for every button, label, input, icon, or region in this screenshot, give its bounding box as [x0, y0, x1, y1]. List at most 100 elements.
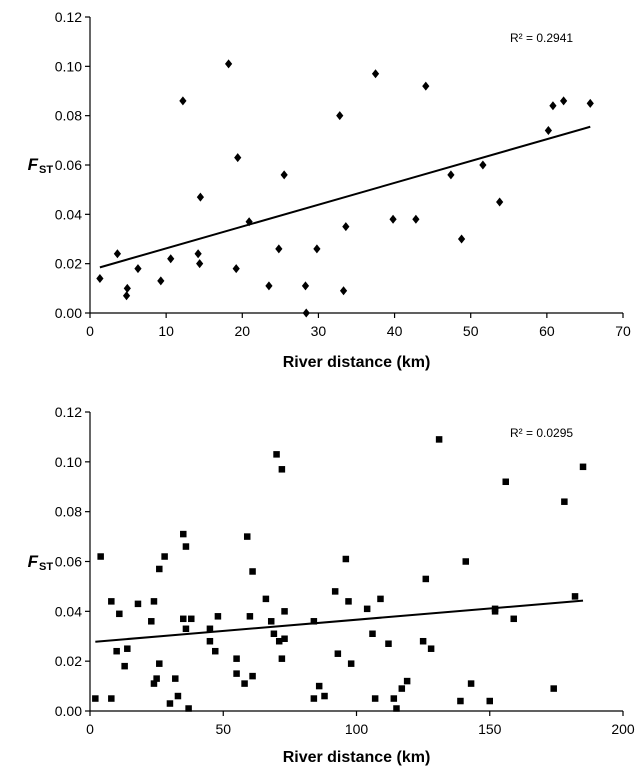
data-point	[273, 451, 280, 458]
data-point	[182, 543, 190, 550]
data-point	[398, 685, 406, 692]
data-point	[234, 153, 242, 163]
data-point	[550, 685, 557, 692]
data-point	[345, 598, 352, 605]
y-tick-label: 0.08	[55, 504, 82, 520]
x-tick-label: 50	[215, 721, 231, 737]
data-point	[549, 101, 557, 111]
data-point	[233, 670, 240, 677]
data-point	[315, 682, 323, 690]
y-tick-label: 0.00	[55, 703, 82, 719]
data-point	[371, 695, 379, 702]
y-axis-title: F	[28, 155, 39, 174]
data-point	[275, 637, 283, 645]
data-point	[462, 558, 470, 565]
data-point	[334, 650, 342, 657]
data-point	[245, 217, 253, 227]
data-point	[422, 81, 430, 91]
data-point	[246, 613, 254, 620]
data-point	[182, 625, 190, 633]
data-point	[123, 283, 131, 293]
x-tick-label: 30	[311, 323, 327, 339]
data-point	[302, 308, 310, 318]
y-tick-label: 0.10	[55, 454, 82, 470]
data-point	[249, 672, 256, 680]
data-point	[179, 96, 187, 106]
data-point	[153, 675, 160, 682]
data-point	[363, 605, 371, 613]
data-point	[194, 249, 202, 259]
data-point	[97, 553, 104, 560]
data-point	[457, 234, 466, 244]
data-point	[172, 675, 179, 682]
data-point	[270, 630, 278, 638]
data-point	[180, 615, 187, 623]
x-tick-label: 10	[158, 323, 174, 339]
data-point	[310, 618, 318, 625]
data-point	[212, 647, 219, 655]
data-point	[342, 555, 350, 563]
y-tick-label: 0.12	[55, 9, 82, 25]
data-point	[265, 281, 273, 291]
data-point	[275, 244, 283, 254]
x-tick-label: 60	[539, 323, 555, 339]
data-point	[267, 618, 275, 625]
data-point	[389, 214, 397, 224]
data-point	[371, 69, 380, 79]
data-point	[150, 598, 158, 605]
y-tick-label: 0.04	[55, 206, 82, 222]
x-tick-label: 70	[615, 323, 631, 339]
chart-panel-top: 0.00 0.02 0.04 0.06 0.08 0.10 0.12 0 10 20 30 40 50 6…	[28, 9, 631, 371]
data-point	[161, 553, 168, 560]
data-point	[206, 625, 214, 633]
data-point	[232, 264, 240, 274]
data-point	[579, 463, 587, 471]
y-tick-label: 0.02	[55, 256, 82, 272]
data-point	[156, 660, 163, 667]
data-point	[249, 568, 256, 575]
data-point	[150, 680, 158, 687]
r-squared-label: R² = 0.2941	[510, 31, 573, 45]
data-point	[571, 593, 579, 600]
data-point	[313, 244, 321, 254]
data-point	[278, 655, 286, 662]
x-tick-label: 50	[463, 323, 479, 339]
data-point	[188, 615, 195, 623]
data-point	[369, 630, 376, 638]
x-axis-title: River distance (km)	[283, 749, 431, 766]
data-point	[281, 635, 288, 642]
y-axis-title-subscript: ST	[39, 164, 53, 176]
data-point	[196, 259, 204, 269]
data-point	[301, 281, 310, 291]
data-point	[412, 214, 420, 224]
data-point	[122, 291, 131, 301]
y-tick-label: 0.04	[55, 603, 82, 619]
data-point	[280, 170, 288, 180]
data-point	[544, 125, 552, 135]
data-point	[166, 700, 174, 707]
y-tick-label: 0.06	[55, 157, 82, 173]
data-point	[224, 59, 233, 69]
data-point	[185, 705, 192, 712]
data-point	[486, 697, 493, 705]
y-tick-label: 0.08	[55, 108, 82, 124]
data-point	[134, 600, 142, 608]
data-point	[134, 264, 142, 274]
data-point	[342, 222, 350, 232]
data-point	[347, 660, 355, 667]
data-point	[206, 637, 214, 645]
data-point	[262, 595, 270, 603]
data-point	[561, 498, 568, 505]
data-point	[113, 647, 120, 655]
data-point	[148, 618, 155, 625]
data-point	[502, 478, 509, 486]
data-point	[278, 466, 286, 473]
data-point	[116, 610, 123, 618]
data-point	[174, 692, 182, 700]
data-point	[457, 697, 464, 705]
r-squared-label: R² = 0.0295	[510, 426, 573, 440]
data-point	[479, 160, 487, 170]
y-axis-title: F	[28, 552, 39, 571]
data-point	[496, 197, 504, 207]
data-point	[214, 613, 222, 620]
